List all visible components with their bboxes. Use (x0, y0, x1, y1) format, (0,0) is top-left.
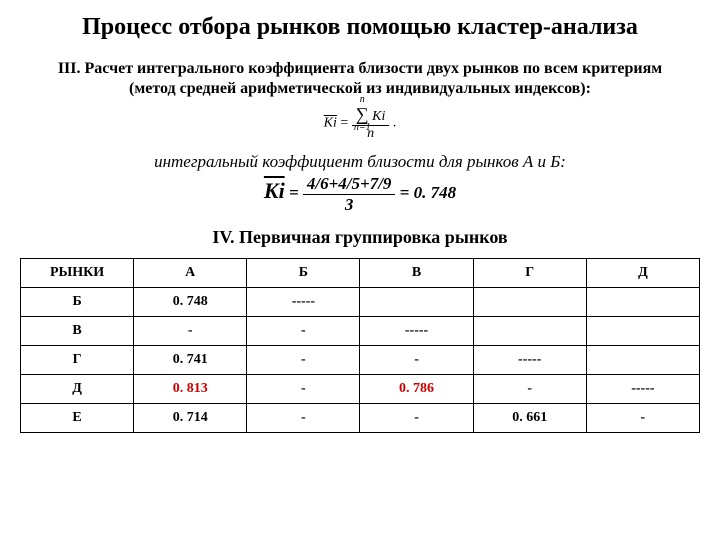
cell: ----- (360, 317, 473, 346)
example-lhs: Ki (264, 178, 285, 203)
table-row: Б 0. 748 ----- (21, 288, 700, 317)
cell: 0. 748 (134, 288, 247, 317)
cell: 0. 813 (134, 375, 247, 404)
section3-intro: III. Расчет интегрального коэффициента б… (50, 59, 670, 99)
formula-main: Ki = ∑nn=1 Kin . (20, 105, 700, 142)
col-header: В (360, 259, 473, 288)
cell: ----- (247, 288, 360, 317)
cell: 0. 661 (473, 404, 586, 433)
cell: 0. 714 (134, 404, 247, 433)
example-eq2: = (395, 183, 413, 202)
cell (360, 288, 473, 317)
cell: - (134, 317, 247, 346)
cell: - (360, 404, 473, 433)
formula-eq: = (337, 116, 352, 131)
cell: ----- (473, 346, 586, 375)
row-label: Б (21, 288, 134, 317)
cell: - (247, 375, 360, 404)
formula-trail: . (389, 116, 396, 131)
cell (586, 317, 699, 346)
row-label: Е (21, 404, 134, 433)
formula-example: Ki = 4/6+4/5+7/93 = 0. 748 (20, 174, 700, 215)
table-row: Е 0. 714 - - 0. 661 - (21, 404, 700, 433)
italic-caption: интегральный коэффициент близости для ры… (20, 152, 700, 172)
cell: - (247, 317, 360, 346)
col-header: Д (586, 259, 699, 288)
cell: 0. 786 (360, 375, 473, 404)
table-row: Д 0. 813 - 0. 786 - ----- (21, 375, 700, 404)
cell (586, 288, 699, 317)
cell: - (473, 375, 586, 404)
table-row: Г 0. 741 - - ----- (21, 346, 700, 375)
row-label: В (21, 317, 134, 346)
cell: - (586, 404, 699, 433)
table-header-row: РЫНКИ А Б В Г Д (21, 259, 700, 288)
cell: 0. 741 (134, 346, 247, 375)
table-row: В - - ----- (21, 317, 700, 346)
page-title: Процесс отбора рынков помощью кластер-ан… (20, 14, 700, 41)
col-header: А (134, 259, 247, 288)
cell: - (247, 404, 360, 433)
col-header: Б (247, 259, 360, 288)
col-header: Г (473, 259, 586, 288)
col-header: РЫНКИ (21, 259, 134, 288)
row-label: Г (21, 346, 134, 375)
example-result: 0. 748 (414, 183, 457, 202)
example-fraction: 4/6+4/5+7/93 (303, 174, 396, 215)
cell (473, 317, 586, 346)
cell: - (360, 346, 473, 375)
cell (586, 346, 699, 375)
section4-title: IV. Первичная группировка рынков (20, 227, 700, 248)
row-label: Д (21, 375, 134, 404)
example-eq1: = (285, 183, 303, 202)
cell: ----- (586, 375, 699, 404)
cell (473, 288, 586, 317)
sigma-symbol: ∑nn=1 (356, 105, 369, 123)
formula-fraction: ∑nn=1 Kin (352, 105, 390, 142)
data-table: РЫНКИ А Б В Г Д Б 0. 748 ----- В - - ---… (20, 258, 700, 433)
formula-lhs: Ki (324, 116, 337, 131)
cell: - (247, 346, 360, 375)
